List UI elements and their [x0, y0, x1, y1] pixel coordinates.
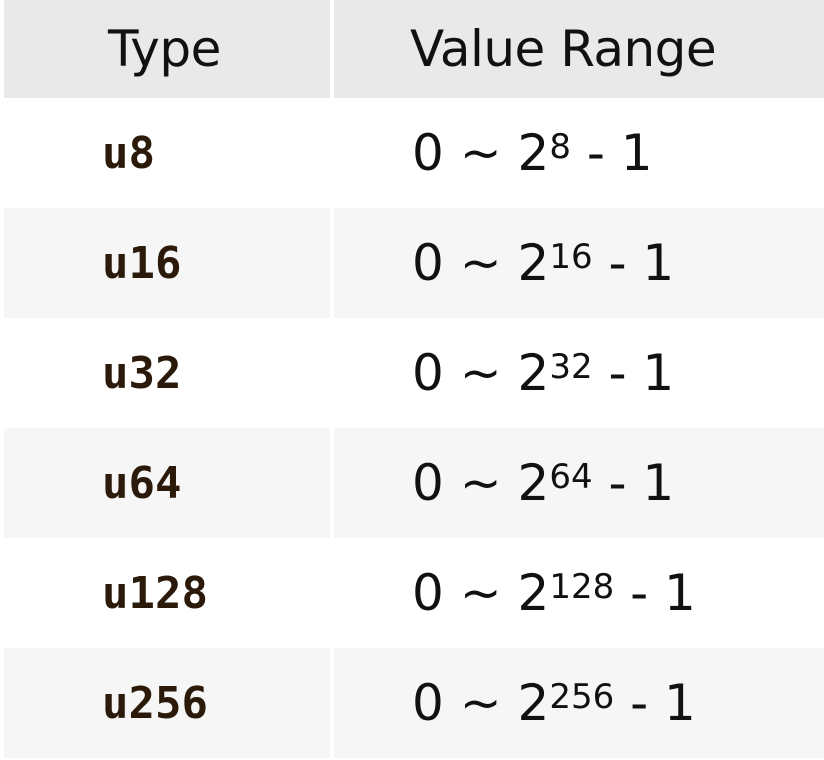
type-cell: u16 — [4, 208, 330, 318]
range-suffix: - 1 — [592, 454, 675, 512]
range-cell: 0 ~ 2 16 - 1 — [334, 208, 824, 318]
range-cell: 0 ~ 2 64 - 1 — [334, 428, 824, 538]
range-suffix: - 1 — [592, 344, 675, 402]
type-cell: u64 — [4, 428, 330, 538]
range-cell: 0 ~ 2 32 - 1 — [334, 318, 824, 428]
range-suffix: - 1 — [614, 674, 696, 732]
range-prefix: 0 ~ 2 — [412, 674, 550, 732]
type-cell: u128 — [4, 538, 330, 648]
range-prefix: 0 ~ 2 — [412, 564, 550, 622]
header-value-range: Value Range — [334, 0, 824, 98]
range-prefix: 0 ~ 2 — [412, 344, 550, 402]
range-cell: 0 ~ 2 256 - 1 — [334, 648, 824, 758]
type-cell: u8 — [4, 98, 330, 208]
range-prefix: 0 ~ 2 — [412, 234, 550, 292]
range-suffix: - 1 — [614, 564, 696, 622]
range-prefix: 0 ~ 2 — [412, 124, 550, 182]
header-type: Type — [4, 0, 330, 98]
range-suffix: - 1 — [592, 234, 675, 292]
range-cell: 0 ~ 2 128 - 1 — [334, 538, 824, 648]
type-cell: u256 — [4, 648, 330, 758]
range-suffix: - 1 — [570, 124, 653, 182]
range-prefix: 0 ~ 2 — [412, 454, 550, 512]
type-cell: u32 — [4, 318, 330, 428]
